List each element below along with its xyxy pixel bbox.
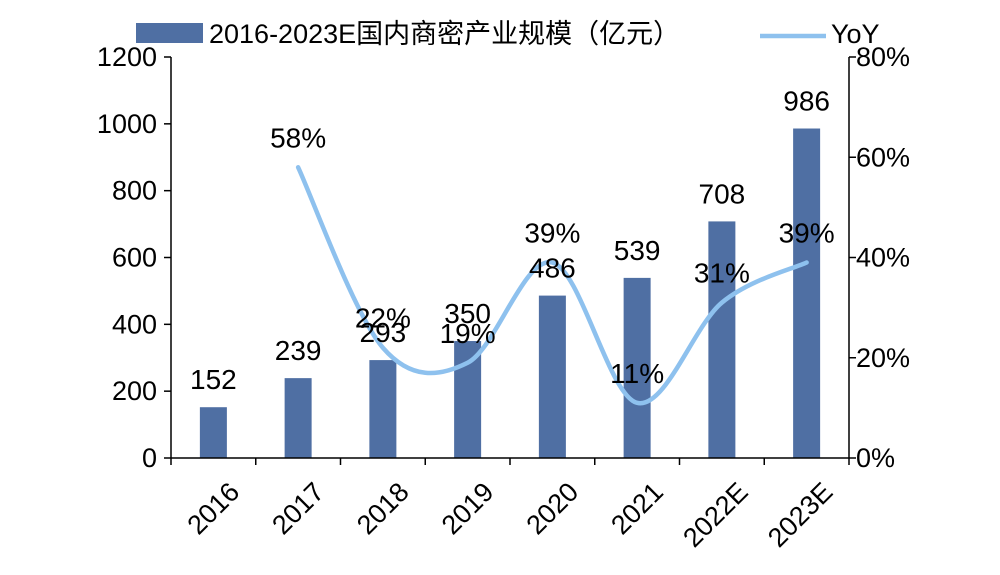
x-tick-label-2021: 2021 — [605, 477, 669, 541]
x-tick-label-2020: 2020 — [521, 477, 585, 541]
y-right-tick-label: 40% — [856, 243, 910, 273]
yoy-data-label: 22% — [355, 303, 411, 334]
yoy-data-label: 39% — [524, 218, 580, 249]
y-right-tick-label: 0% — [856, 443, 895, 473]
legend: 2016-2023E国内商密产业规模（亿元） YoY — [136, 19, 880, 49]
legend-label-line: YoY — [831, 19, 880, 49]
y-left-tick-label: 400 — [112, 309, 157, 339]
y-left-tick-label: 800 — [112, 176, 157, 206]
yoy-data-label: 19% — [440, 318, 496, 349]
bar-data-label: 986 — [783, 86, 830, 117]
x-tick-label-2017: 2017 — [266, 477, 330, 541]
y-right-tick-label: 20% — [856, 343, 910, 373]
yoy-line — [295, 165, 809, 406]
bar-2021 — [623, 277, 651, 458]
x-tick-label-2018: 2018 — [351, 477, 415, 541]
bar-data-label: 350 — [444, 298, 491, 329]
x-tick-label-2023E: 2023E — [762, 477, 838, 553]
legend-swatch-bar — [136, 23, 203, 43]
yoy-data-label: 11% — [610, 358, 664, 389]
bar-2016 — [199, 407, 227, 458]
y-left-tick-label: 0 — [142, 443, 157, 473]
bar-2023E — [793, 128, 821, 459]
bar-2019 — [454, 341, 482, 458]
y-left-tick-label: 1200 — [97, 42, 157, 72]
bar-data-label: 539 — [614, 235, 661, 266]
y-left-tick-label: 600 — [112, 243, 157, 273]
y-right-tick-label: 60% — [856, 142, 910, 172]
bar-2020 — [538, 295, 566, 458]
legend-label-bar: 2016-2023E国内商密产业规模（亿元） — [209, 19, 680, 49]
bar-data-label: 708 — [699, 178, 746, 209]
bar-2017 — [284, 378, 312, 458]
bar-data-label: 486 — [529, 253, 576, 284]
bar-data-label: 239 — [275, 335, 322, 366]
y-right-tick-label: 80% — [856, 42, 910, 72]
x-tick-label-2019: 2019 — [436, 477, 500, 541]
yoy-data-label: 39% — [779, 218, 835, 249]
bar-data-label: 293 — [360, 317, 407, 348]
y-left-tick-label: 200 — [112, 376, 157, 406]
yoy-data-label: 58% — [270, 122, 326, 153]
yoy-data-label: 31% — [694, 258, 750, 289]
x-tick-label-2022E: 2022E — [677, 477, 753, 553]
x-tick-label-2016: 2016 — [182, 477, 246, 541]
bar-data-label: 152 — [190, 364, 237, 395]
y-left-tick-label: 1000 — [97, 109, 157, 139]
bar-2018 — [369, 360, 397, 458]
bar-2022E — [708, 221, 736, 458]
